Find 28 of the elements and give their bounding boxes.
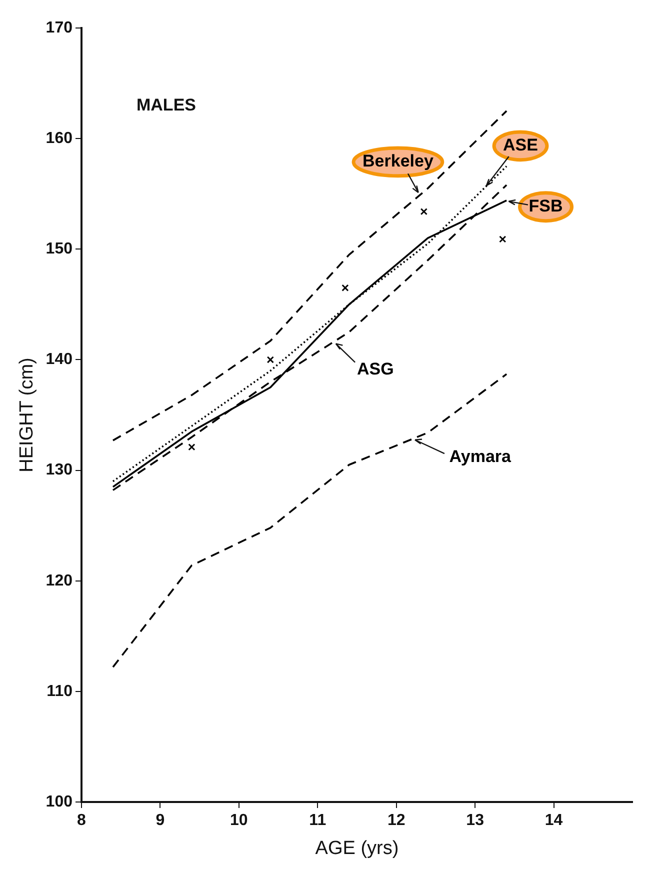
point <box>499 236 506 243</box>
y-tick-label: 140 <box>46 351 73 368</box>
y-tick-label: 110 <box>46 682 73 700</box>
series-label: ASE <box>503 136 538 155</box>
y-tick-label: 150 <box>46 240 73 258</box>
y-tick-label: 160 <box>46 130 73 147</box>
series-label: Aymara <box>449 446 512 466</box>
x-axis-title: AGE (yrs) <box>315 838 399 859</box>
y-axis-title: HEIGHT (cm) <box>16 358 38 472</box>
point <box>188 443 196 451</box>
series-label: FSB <box>528 196 563 216</box>
x-tick-label: 9 <box>156 812 165 830</box>
y-tick-label: 100 <box>46 793 73 810</box>
y-tick-label: 170 <box>46 19 73 36</box>
y-tick-label: 130 <box>46 462 73 479</box>
x-tick-label: 13 <box>466 812 484 830</box>
x-tick-label: 10 <box>230 812 248 830</box>
point <box>420 208 428 216</box>
series-label: Berkeley <box>362 152 434 171</box>
x-tick-label: 8 <box>77 812 86 830</box>
x-tick-label: 14 <box>544 812 563 830</box>
x-tick-label: 11 <box>309 812 326 830</box>
x-tick-label: 12 <box>387 812 406 830</box>
point <box>342 284 349 292</box>
y-tick-label: 120 <box>46 572 73 590</box>
point <box>266 356 274 364</box>
series-label: ASG <box>356 360 394 379</box>
annotation: MALES <box>136 96 196 115</box>
